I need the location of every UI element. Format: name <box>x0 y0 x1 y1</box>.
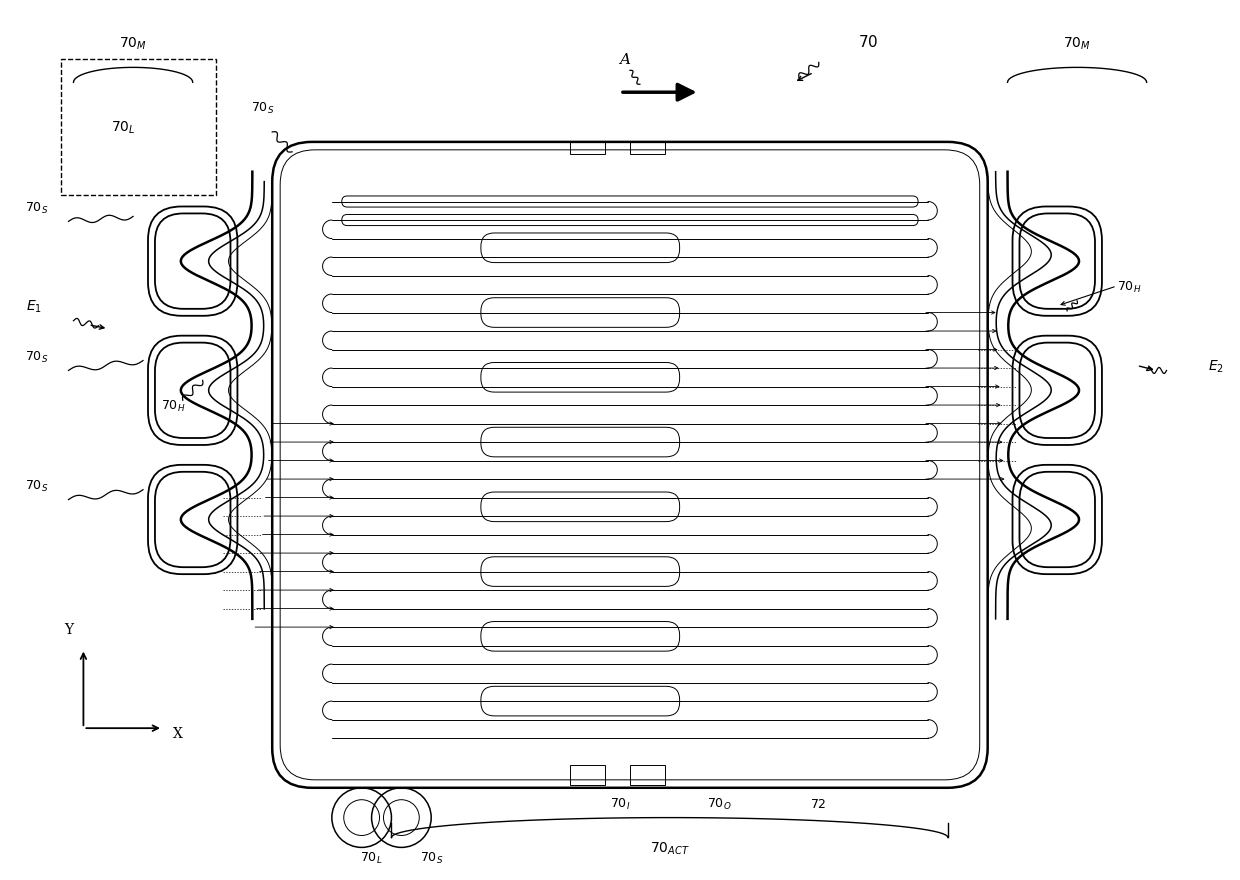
Text: $70_S$: $70_S$ <box>25 201 48 216</box>
Text: $70_L$: $70_L$ <box>361 851 383 867</box>
Text: $E_1$: $E_1$ <box>26 299 42 315</box>
Text: $70_H$: $70_H$ <box>1117 280 1141 295</box>
Text: A: A <box>620 54 630 68</box>
Text: $70_M$: $70_M$ <box>119 35 148 52</box>
Bar <box>570 765 605 785</box>
Bar <box>570 142 605 154</box>
Text: $70_{ACT}$: $70_{ACT}$ <box>650 840 689 857</box>
Text: $70_S$: $70_S$ <box>25 349 48 364</box>
Text: $70$: $70$ <box>858 34 879 50</box>
Text: X: X <box>172 727 182 741</box>
Text: $70_S$: $70_S$ <box>250 101 274 116</box>
Text: $70_I$: $70_I$ <box>610 796 630 811</box>
Text: $70_H$: $70_H$ <box>161 400 185 414</box>
Text: $72$: $72$ <box>811 797 827 810</box>
Text: Y: Y <box>64 623 73 637</box>
Text: $70_M$: $70_M$ <box>1063 35 1091 52</box>
Text: $70_O$: $70_O$ <box>707 796 732 811</box>
Text: $70_L$: $70_L$ <box>110 120 135 136</box>
Bar <box>630 765 665 785</box>
Bar <box>630 142 665 154</box>
Text: $70_S$: $70_S$ <box>25 479 48 494</box>
Text: $E_2$: $E_2$ <box>1208 358 1224 375</box>
Text: $70_S$: $70_S$ <box>419 851 443 867</box>
